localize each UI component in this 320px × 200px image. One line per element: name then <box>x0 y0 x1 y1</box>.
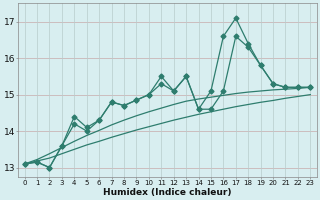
X-axis label: Humidex (Indice chaleur): Humidex (Indice chaleur) <box>103 188 232 197</box>
